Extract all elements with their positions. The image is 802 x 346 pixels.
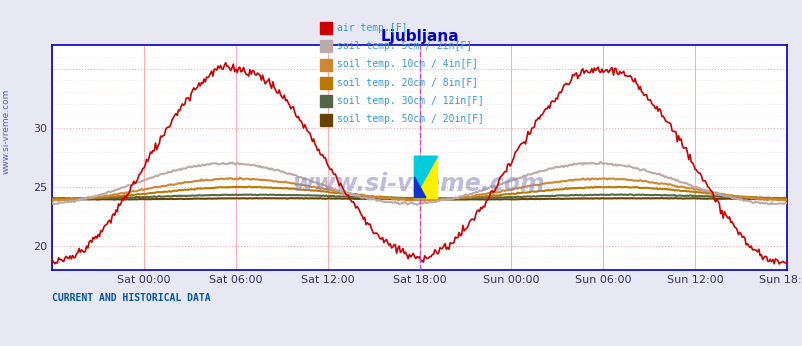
- Text: soil temp. 30cm / 12in[F]: soil temp. 30cm / 12in[F]: [337, 96, 484, 106]
- Text: air temp.[F]: air temp.[F]: [337, 23, 407, 33]
- Text: CURRENT AND HISTORICAL DATA: CURRENT AND HISTORICAL DATA: [52, 293, 211, 303]
- Polygon shape: [414, 177, 425, 198]
- Title: Ljubljana: Ljubljana: [380, 29, 458, 44]
- Bar: [414, 156, 437, 198]
- Text: soil temp. 20cm / 8in[F]: soil temp. 20cm / 8in[F]: [337, 78, 478, 88]
- Text: www.si-vreme.com: www.si-vreme.com: [2, 89, 11, 174]
- Text: soil temp. 50cm / 20in[F]: soil temp. 50cm / 20in[F]: [337, 115, 484, 124]
- Polygon shape: [414, 156, 437, 198]
- Text: soil temp. 5cm / 2in[F]: soil temp. 5cm / 2in[F]: [337, 41, 472, 51]
- Text: www.si-vreme.com: www.si-vreme.com: [293, 172, 545, 197]
- Text: soil temp. 10cm / 4in[F]: soil temp. 10cm / 4in[F]: [337, 60, 478, 69]
